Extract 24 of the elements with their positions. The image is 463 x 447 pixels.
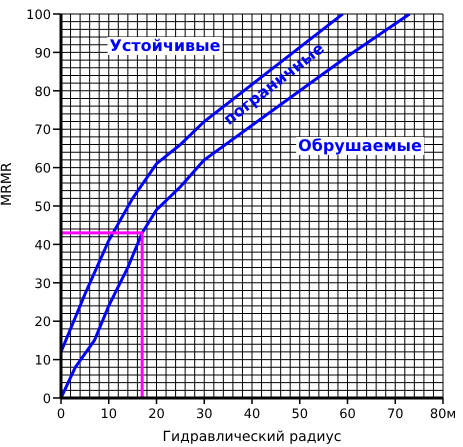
y-tick-label: 70 (34, 123, 51, 138)
annotation: Устойчивые (108, 36, 222, 55)
y-tick-label: 0 (42, 392, 51, 407)
x-tick-label: 0 (56, 407, 66, 422)
x-tick-label: 80м (430, 407, 456, 422)
y-tick-label: 50 (34, 200, 51, 215)
annotation: Обрушаемые (296, 136, 424, 155)
x-tick-label: 30 (196, 407, 213, 422)
y-tick-label: 30 (34, 276, 51, 292)
x-tick-label: 20 (148, 407, 165, 422)
y-tick-label: 10 (34, 354, 51, 369)
y-tick-label: 80 (34, 84, 51, 100)
y-tick-label: 60 (34, 162, 51, 177)
x-tick-label: 70 (386, 407, 404, 422)
x-tick-label: 50 (291, 407, 308, 422)
x-tick-label: 40 (244, 407, 260, 422)
x-tick-label: 10 (100, 407, 118, 422)
y-tick-label: 100 (26, 8, 51, 23)
y-tick-label: 20 (34, 315, 51, 330)
y-axis-title: MRMR (0, 162, 15, 206)
x-tick-label: 60 (339, 407, 356, 422)
y-tick-label: 40 (34, 238, 51, 254)
x-axis-title: Гидравлический радиус (162, 429, 342, 445)
y-tick-label: 90 (34, 46, 51, 62)
